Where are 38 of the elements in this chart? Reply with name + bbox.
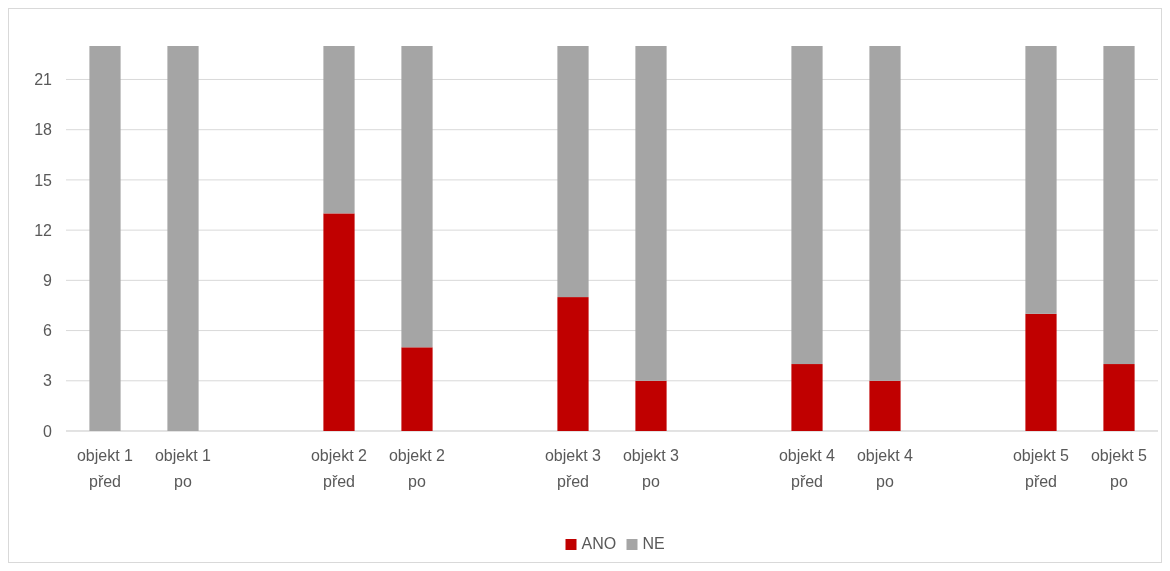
x-tick-label: objekt 2 po	[388, 447, 446, 490]
y-tick-label: 12	[34, 221, 53, 239]
legend-label: NE	[642, 535, 665, 552]
x-tick-label: objekt 3 po	[622, 447, 680, 490]
bar	[401, 46, 433, 348]
x-tick-label: objekt 3 před	[544, 447, 602, 490]
y-tick-label: 18	[34, 121, 53, 139]
y-tick-label: 3	[43, 372, 53, 390]
bar	[1025, 46, 1057, 314]
bar	[557, 297, 589, 431]
y-tick-label: 0	[43, 422, 53, 440]
bar	[557, 46, 589, 298]
bar	[791, 46, 823, 365]
x-tick-label: objekt 4 před	[778, 447, 836, 490]
bar	[635, 46, 667, 381]
x-tick-label: objekt 1 před	[76, 447, 134, 490]
bar	[1103, 364, 1135, 431]
bar	[323, 46, 355, 214]
legend-label: ANO	[581, 535, 617, 552]
bar	[401, 347, 433, 431]
bar	[1103, 46, 1135, 365]
y-tick-label: 6	[43, 322, 53, 340]
x-tick-label: objekt 2 před	[310, 447, 368, 490]
bar	[323, 213, 355, 431]
bar	[869, 380, 901, 431]
x-tick-label: objekt 5 před	[1012, 447, 1070, 490]
bar	[869, 46, 901, 381]
x-tick-label: objekt 5 po	[1090, 447, 1148, 490]
bar	[167, 46, 199, 431]
y-tick-label: 15	[34, 171, 53, 189]
x-tick-label: objekt 1 po	[154, 447, 212, 490]
bar	[1025, 313, 1057, 431]
x-tick-label: objekt 4 po	[856, 447, 914, 490]
y-tick-label: 9	[43, 271, 53, 289]
y-tick-label: 21	[34, 71, 53, 89]
bar	[635, 380, 667, 431]
bar	[89, 46, 121, 431]
bar	[791, 364, 823, 431]
